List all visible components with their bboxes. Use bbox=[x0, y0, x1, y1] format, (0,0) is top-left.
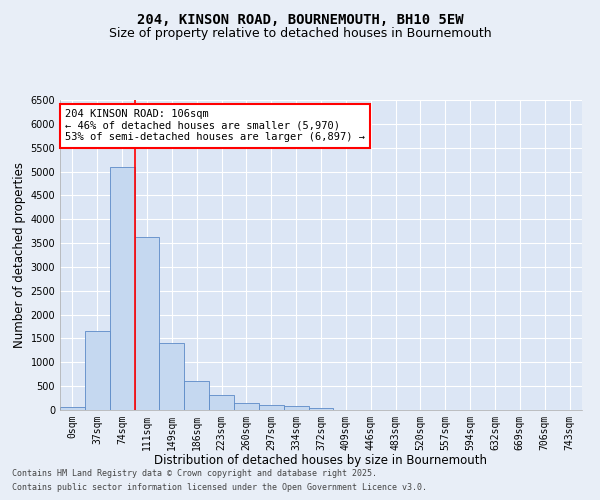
Text: 204 KINSON ROAD: 106sqm
← 46% of detached houses are smaller (5,970)
53% of semi: 204 KINSON ROAD: 106sqm ← 46% of detache… bbox=[65, 110, 365, 142]
Bar bbox=[308, 408, 334, 410]
Bar bbox=[85, 332, 110, 410]
Bar bbox=[234, 403, 259, 410]
Bar bbox=[110, 167, 134, 410]
Bar bbox=[134, 238, 160, 410]
X-axis label: Distribution of detached houses by size in Bournemouth: Distribution of detached houses by size … bbox=[155, 454, 487, 468]
Bar bbox=[60, 406, 85, 410]
Bar bbox=[160, 343, 184, 410]
Bar bbox=[284, 406, 308, 410]
Text: Size of property relative to detached houses in Bournemouth: Size of property relative to detached ho… bbox=[109, 28, 491, 40]
Bar bbox=[209, 395, 234, 410]
Bar bbox=[184, 381, 209, 410]
Y-axis label: Number of detached properties: Number of detached properties bbox=[13, 162, 26, 348]
Text: Contains public sector information licensed under the Open Government Licence v3: Contains public sector information licen… bbox=[12, 484, 427, 492]
Text: Contains HM Land Registry data © Crown copyright and database right 2025.: Contains HM Land Registry data © Crown c… bbox=[12, 468, 377, 477]
Bar bbox=[259, 405, 284, 410]
Text: 204, KINSON ROAD, BOURNEMOUTH, BH10 5EW: 204, KINSON ROAD, BOURNEMOUTH, BH10 5EW bbox=[137, 12, 463, 26]
